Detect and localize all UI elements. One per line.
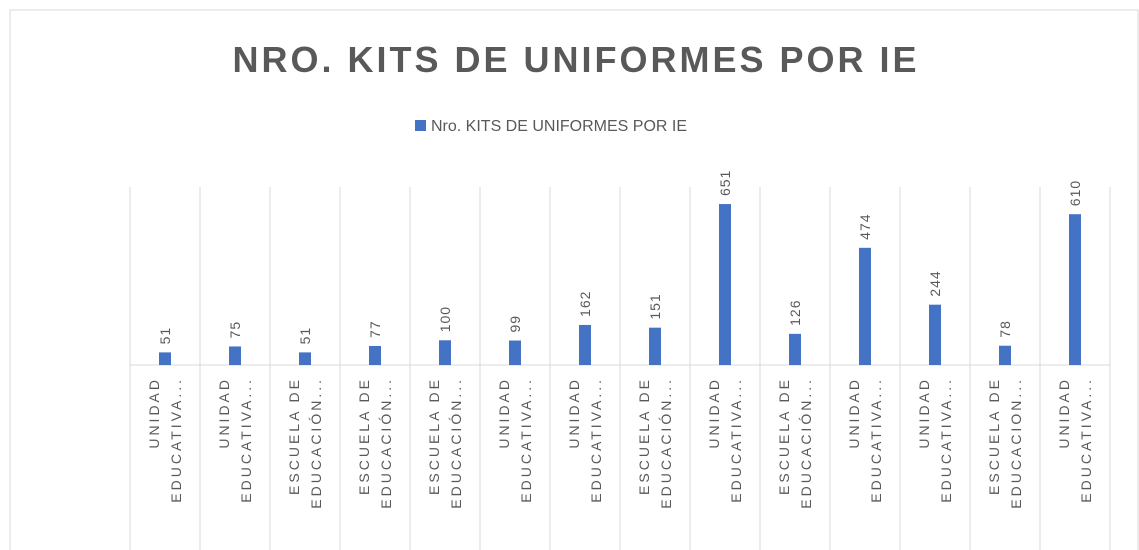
data-label: 126 xyxy=(787,299,803,325)
x-tick-label: ESCUELA DE EDUCACION... xyxy=(986,377,1024,509)
chart-title: NRO. KITS DE UNIFORMES POR IE xyxy=(232,39,919,80)
bar xyxy=(299,352,311,365)
bar xyxy=(929,304,941,365)
x-tick-label: ESCUELA DE EDUCACIÓN... xyxy=(356,377,394,509)
data-label: 651 xyxy=(717,170,733,196)
data-label: 77 xyxy=(367,320,383,338)
data-label: 610 xyxy=(1067,180,1083,206)
x-tick-label: ESCUELA DE EDUCACIÓN... xyxy=(776,377,814,509)
x-tick-label: UNIDAD EDUCATIVA... xyxy=(916,377,954,503)
data-label: 51 xyxy=(297,327,313,345)
x-tick-label: ESCUELA DE EDUCACIÓN... xyxy=(636,377,674,509)
x-tick-label: UNIDAD EDUCATIVA... xyxy=(846,377,884,503)
bar xyxy=(789,333,801,365)
bar xyxy=(159,352,171,365)
legend-swatch xyxy=(415,120,426,131)
bar xyxy=(509,340,521,365)
x-tick-label: UNIDAD EDUCATIVA... xyxy=(1056,377,1094,503)
data-label: 100 xyxy=(437,306,453,332)
bar xyxy=(439,340,451,365)
data-label: 151 xyxy=(647,293,663,319)
data-label: 99 xyxy=(507,315,523,333)
data-label: 78 xyxy=(997,320,1013,338)
x-tick-label: ESCUELA DE EDUCACIÓN... xyxy=(286,377,324,509)
data-label: 75 xyxy=(227,321,243,339)
data-label: 474 xyxy=(857,213,873,239)
bar xyxy=(999,345,1011,365)
data-label: 244 xyxy=(927,270,943,296)
bar xyxy=(649,327,661,365)
data-label: 162 xyxy=(577,291,593,317)
bar xyxy=(369,345,381,365)
x-tick-label: UNIDAD EDUCATIVA... xyxy=(706,377,744,503)
bar xyxy=(859,247,871,365)
x-tick-label: UNIDAD EDUCATIVA... xyxy=(496,377,534,503)
x-tick-label: UNIDAD EDUCATIVA... xyxy=(146,377,184,503)
bar xyxy=(229,346,241,365)
bar xyxy=(719,204,731,365)
x-tick-label: ESCUELA DE EDUCACIÓN... xyxy=(426,377,464,509)
data-label: 51 xyxy=(157,327,173,345)
bar xyxy=(579,324,591,365)
x-tick-label: UNIDAD EDUCATIVA... xyxy=(566,377,604,503)
chart-frame xyxy=(9,9,1139,550)
legend-label: Nro. KITS DE UNIFORMES POR IE xyxy=(431,118,687,135)
x-tick-label: UNIDAD EDUCATIVA... xyxy=(216,377,254,503)
bar xyxy=(1069,214,1081,365)
